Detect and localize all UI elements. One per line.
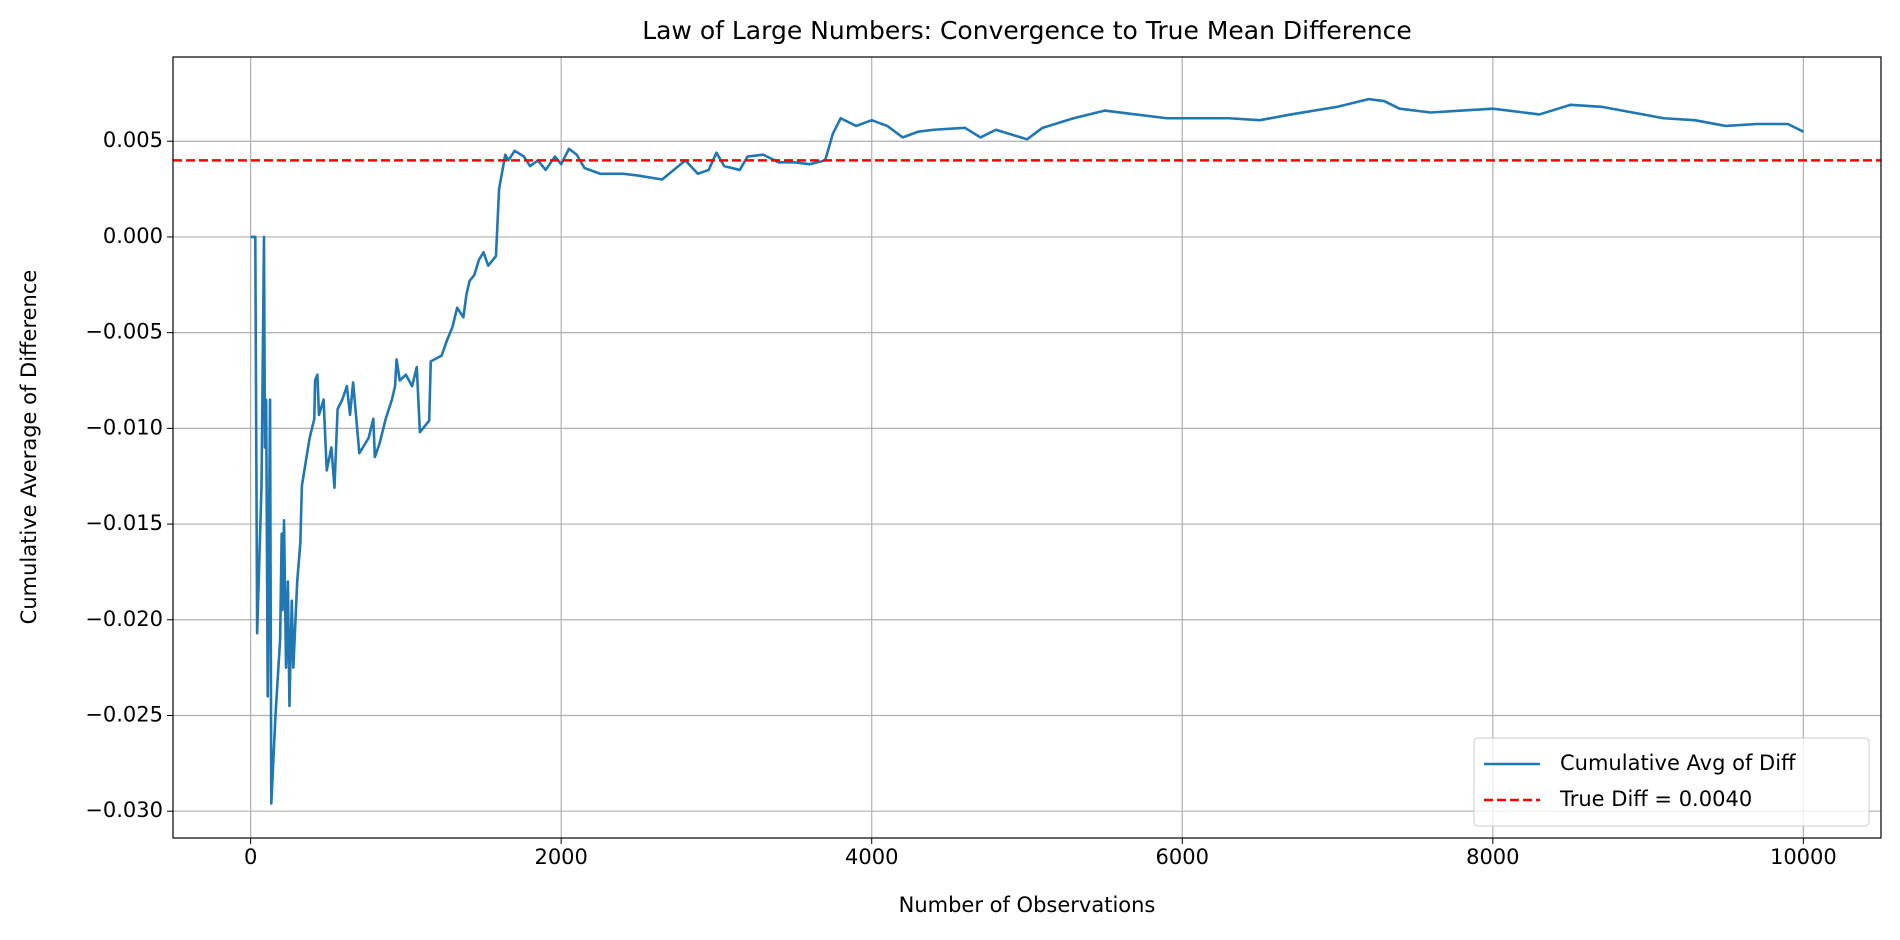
y-tick-label: −0.020 (85, 607, 163, 631)
data-line (250, 97, 1804, 805)
x-tick-label: 4000 (845, 845, 898, 869)
y-tick-label: −0.005 (85, 320, 163, 344)
legend-label: Cumulative Avg of Diff (1560, 751, 1796, 775)
y-axis-label: Cumulative Average of Difference (17, 270, 41, 625)
y-tick-label: 0.000 (103, 224, 163, 248)
x-tick-label: 8000 (1466, 845, 1519, 869)
plot-frame (172, 56, 1882, 839)
x-tick-label: 10000 (1770, 845, 1837, 869)
y-tick-label: 0.005 (103, 128, 163, 152)
chart-title: Law of Large Numbers: Convergence to Tru… (642, 16, 1412, 45)
y-tick-label: −0.025 (85, 702, 163, 726)
legend-box (1473, 737, 1870, 827)
y-tick-label: −0.030 (85, 798, 163, 822)
y-tick-label: −0.015 (85, 511, 163, 535)
x-axis-label: Number of Observations (899, 893, 1156, 917)
y-tick-label: −0.010 (85, 415, 163, 439)
x-tick-label: 2000 (534, 845, 587, 869)
legend-label: True Diff = 0.0040 (1559, 787, 1752, 811)
x-tick-label: 0 (244, 845, 257, 869)
x-tick-label: 6000 (1156, 845, 1209, 869)
